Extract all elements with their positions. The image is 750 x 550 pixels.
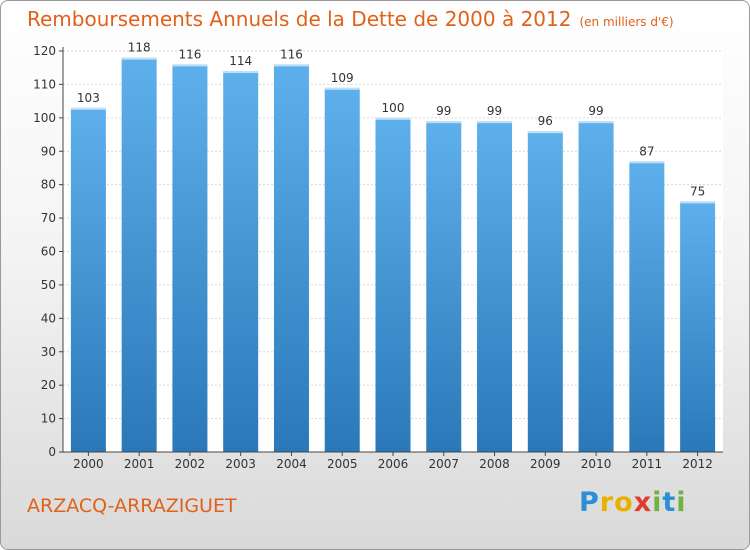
x-tick-label: 2011 bbox=[632, 457, 663, 471]
bar bbox=[324, 87, 360, 452]
bar bbox=[121, 57, 157, 452]
y-tick-label: 30 bbox=[41, 345, 56, 359]
chart-title-text: Remboursements Annuels de la Dette de 20… bbox=[27, 7, 572, 31]
bar-highlight bbox=[70, 107, 106, 110]
bar-highlight bbox=[121, 57, 157, 60]
y-tick-label: 120 bbox=[33, 44, 56, 58]
bar-value-label: 96 bbox=[538, 114, 553, 128]
bar-highlight bbox=[273, 64, 309, 67]
y-tick-label: 110 bbox=[33, 77, 56, 91]
bar bbox=[70, 107, 106, 452]
y-tick-label: 90 bbox=[41, 144, 56, 158]
y-tick-label: 50 bbox=[41, 278, 56, 292]
y-tick-label: 60 bbox=[41, 245, 56, 259]
bar-highlight bbox=[629, 161, 665, 164]
y-tick-label: 80 bbox=[41, 178, 56, 192]
logo-letter: o bbox=[614, 487, 634, 518]
bar-value-label: 87 bbox=[639, 144, 654, 158]
bar-highlight bbox=[223, 71, 259, 74]
bar bbox=[223, 71, 259, 453]
bar-highlight bbox=[375, 117, 411, 120]
x-tick-label: 2006 bbox=[378, 457, 409, 471]
bar bbox=[426, 121, 462, 453]
x-tick-label: 2008 bbox=[479, 457, 510, 471]
x-tick-label: 2005 bbox=[327, 457, 358, 471]
commune-name: ARZACQ-ARRAZIGUET bbox=[27, 495, 237, 517]
bar-value-label: 99 bbox=[436, 104, 451, 118]
bar bbox=[680, 201, 716, 452]
chart-unit: (en milliers d'€) bbox=[579, 15, 674, 29]
x-tick-label: 2001 bbox=[124, 457, 155, 471]
logo-letter: x bbox=[633, 487, 653, 518]
y-tick-label: 0 bbox=[48, 445, 56, 459]
y-tick-label: 40 bbox=[41, 311, 56, 325]
bar bbox=[172, 64, 208, 452]
bar-highlight bbox=[578, 121, 614, 124]
bar-value-label: 75 bbox=[690, 184, 705, 198]
x-tick-label: 2000 bbox=[73, 457, 104, 471]
x-tick-label: 2010 bbox=[581, 457, 612, 471]
bar bbox=[578, 121, 614, 453]
x-axis: 2000 2001 2002 2003 2004 2005 2006 2007 2008 2009… bbox=[63, 451, 723, 471]
bar-highlight bbox=[426, 121, 462, 124]
bar-value-label: 103 bbox=[77, 91, 100, 105]
bar bbox=[477, 121, 513, 453]
bar-value-label: 100 bbox=[382, 101, 405, 115]
bar-highlight bbox=[477, 121, 513, 124]
x-tick-label: 2009 bbox=[530, 457, 561, 471]
x-tick-label: 2012 bbox=[682, 457, 713, 471]
bar-value-label: 114 bbox=[229, 54, 252, 68]
bar-highlight bbox=[527, 131, 563, 134]
logo-letter: r bbox=[599, 487, 615, 518]
logo-letter: t bbox=[662, 487, 677, 518]
bar bbox=[375, 117, 411, 452]
logo-letter: i bbox=[676, 487, 687, 518]
bar-value-label: 99 bbox=[588, 104, 603, 118]
bar-value-label: 116 bbox=[280, 47, 303, 61]
bar-value-label: 118 bbox=[128, 41, 151, 55]
bars: 103 118 116 114 116 109 100 99 99 96 99 87 75 bbox=[70, 41, 716, 453]
y-tick-label: 100 bbox=[33, 111, 56, 125]
x-tick-label: 2004 bbox=[276, 457, 307, 471]
bar bbox=[273, 64, 309, 452]
proxiti-logo: Proxiti bbox=[579, 487, 687, 518]
bar bbox=[629, 161, 665, 452]
logo-letter: i bbox=[652, 487, 663, 518]
y-tick-label: 10 bbox=[41, 412, 56, 426]
y-tick-label: 20 bbox=[41, 378, 56, 392]
x-tick-label: 2003 bbox=[225, 457, 256, 471]
bar bbox=[527, 131, 563, 452]
bar-value-label: 116 bbox=[178, 47, 201, 61]
bar-value-label: 109 bbox=[331, 71, 354, 85]
y-tick-label: 70 bbox=[41, 211, 56, 225]
bar-highlight bbox=[680, 201, 716, 204]
chart-title: Remboursements Annuels de la Dette de 20… bbox=[27, 7, 674, 31]
x-tick-label: 2007 bbox=[428, 457, 459, 471]
bar-value-label: 99 bbox=[487, 104, 502, 118]
bar-highlight bbox=[324, 87, 360, 90]
y-axis: 0 10 20 30 40 50 60 70 80 90 100 110 120 bbox=[33, 44, 64, 459]
x-tick-label: 2002 bbox=[175, 457, 206, 471]
logo-letter: P bbox=[579, 487, 600, 518]
bar-highlight bbox=[172, 64, 208, 67]
